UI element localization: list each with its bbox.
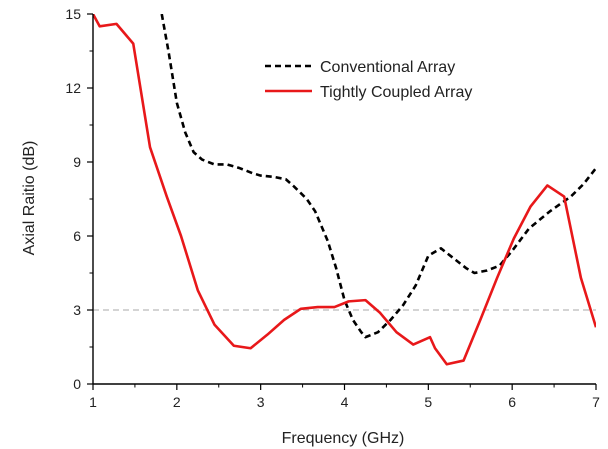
x-tick-label: 7 [592, 394, 600, 410]
y-tick-label: 3 [73, 302, 81, 318]
x-tick-label: 1 [89, 394, 97, 410]
legend: Conventional Array Tightly Coupled Array [265, 59, 472, 101]
x-tick-label: 6 [508, 394, 516, 410]
y-tick-label: 15 [65, 6, 81, 22]
series-layer [93, 14, 596, 366]
y-tick-label: 6 [73, 228, 81, 244]
y-tick-label: 0 [73, 376, 81, 392]
x-axis-label: Frequency (GHz) [282, 430, 405, 447]
x-tick-label: 3 [257, 394, 265, 410]
y-tick-label: 12 [65, 80, 81, 96]
x-tick-label: 2 [173, 394, 181, 410]
series-line-conventional-array [160, 14, 596, 339]
legend-label-tightly-coupled-array: Tightly Coupled Array [320, 84, 472, 101]
y-axis-label: Axial Raitio (dB) [21, 141, 38, 256]
legend-label-conventional-array: Conventional Array [320, 59, 455, 76]
x-tick-label: 5 [424, 394, 432, 410]
y-tick-label: 9 [73, 154, 81, 170]
series-line-tightly-coupled-array [93, 14, 596, 366]
x-tick-label: 4 [341, 394, 349, 410]
